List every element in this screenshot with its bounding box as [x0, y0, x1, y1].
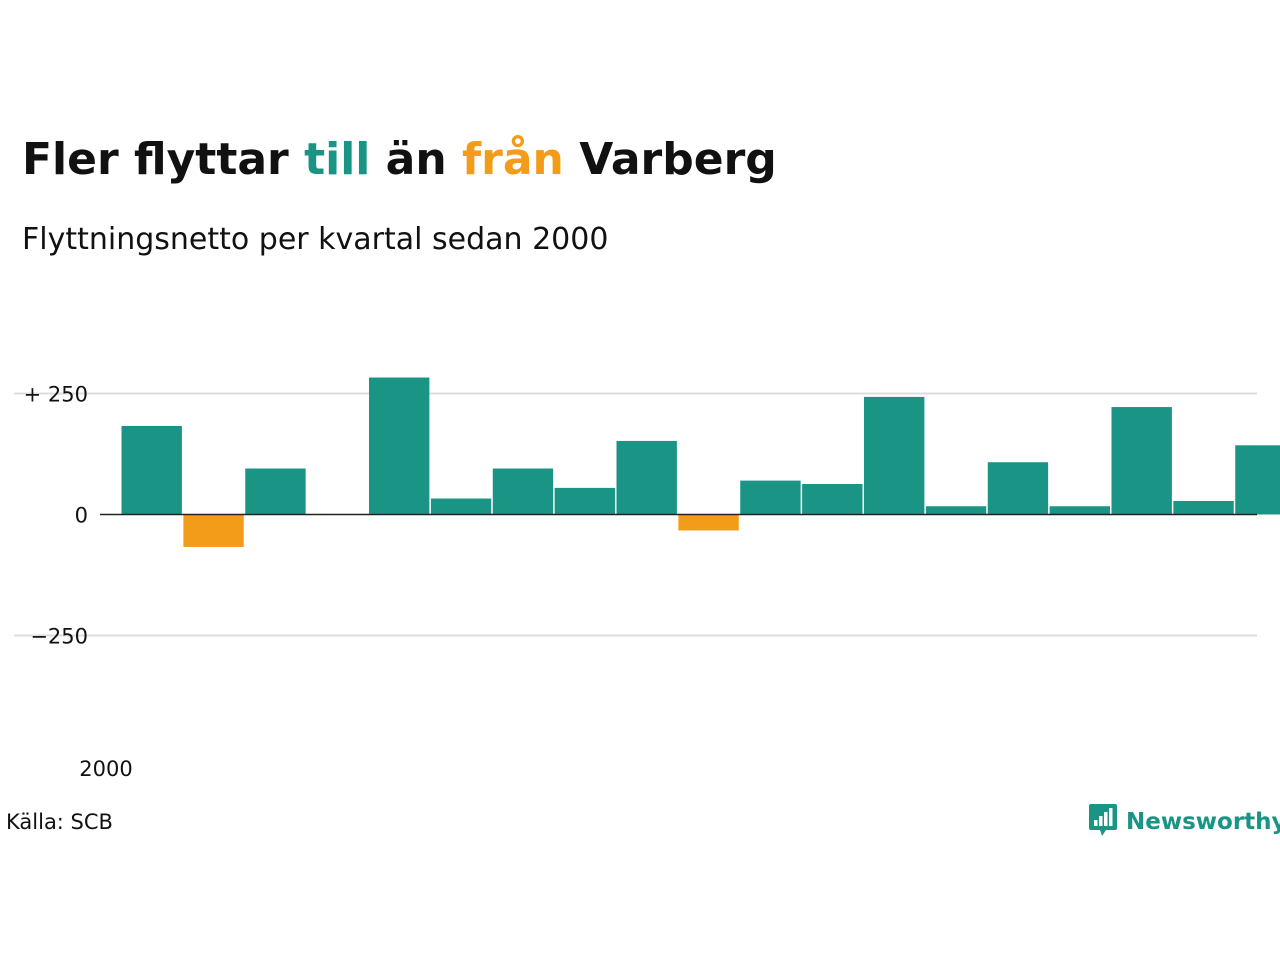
bar — [369, 377, 430, 515]
title-part-1: Fler flyttar — [22, 134, 305, 185]
title-till: till — [304, 134, 371, 185]
bar — [183, 514, 244, 547]
bar — [1173, 500, 1234, 515]
bar — [492, 468, 554, 515]
bar — [864, 396, 925, 515]
brand-name: Newsworthy — [1126, 809, 1280, 835]
y-tick-label: −250 — [30, 625, 88, 649]
bar — [925, 506, 987, 515]
y-tick-label: 0 — [75, 504, 88, 528]
title-fran: från — [462, 134, 564, 185]
x-tick-labels: 20002005201020152020 — [79, 757, 132, 781]
bar — [121, 425, 182, 515]
x-tick-label: 2000 — [79, 757, 132, 781]
y-tick-label: + 250 — [24, 383, 88, 407]
bar — [616, 440, 677, 515]
title-part-3: än — [370, 134, 463, 185]
source-note: Källa: SCB — [6, 810, 113, 834]
chart-subtitle: Flyttningsnetto per kvartal sedan 2000 — [22, 222, 609, 257]
bar — [1049, 506, 1111, 515]
gridlines — [14, 392, 1257, 637]
bar — [987, 462, 1049, 515]
brand[interactable]: Newsworthy — [1088, 802, 1280, 842]
bar — [1111, 407, 1172, 515]
title-part-5: Varberg — [563, 134, 777, 185]
bar — [245, 468, 306, 515]
bars — [121, 377, 1280, 547]
bar-chart-speech-bubble-icon — [1088, 802, 1118, 842]
bar — [678, 514, 739, 531]
bar — [802, 484, 863, 515]
bar — [430, 498, 492, 515]
bar — [1235, 445, 1280, 515]
chart-title: Fler flyttar till än från Varberg — [22, 134, 777, 185]
y-tick-labels: + 250 0 −250 — [24, 383, 88, 649]
bar — [740, 480, 801, 515]
bar — [554, 487, 616, 515]
